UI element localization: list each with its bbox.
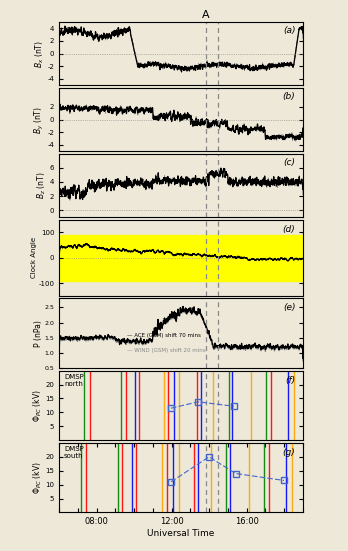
Y-axis label: $B_z$ (nT): $B_z$ (nT) [36, 172, 48, 199]
Y-axis label: $B_y$ (nT): $B_y$ (nT) [33, 106, 46, 133]
Y-axis label: Clock Angle: Clock Angle [31, 237, 37, 278]
Y-axis label: $\Phi_{PC}$ (kV): $\Phi_{PC}$ (kV) [31, 389, 44, 422]
Text: DMSP
south: DMSP south [64, 446, 84, 460]
Text: A: A [201, 9, 209, 19]
Y-axis label: $B_x$ (nT): $B_x$ (nT) [33, 40, 46, 68]
Text: — ACE (GSM) shift 70 mins: — ACE (GSM) shift 70 mins [127, 333, 201, 338]
X-axis label: Universal Time: Universal Time [147, 529, 215, 538]
Y-axis label: P (nPa): P (nPa) [34, 320, 43, 347]
Text: (e): (e) [283, 303, 295, 312]
Text: (d): (d) [283, 225, 295, 234]
Text: (a): (a) [283, 26, 295, 35]
Text: DMSP
north: DMSP north [64, 374, 84, 387]
Text: (g): (g) [283, 448, 295, 457]
Text: (b): (b) [283, 93, 295, 101]
Text: (c): (c) [284, 158, 295, 168]
Y-axis label: $\Phi_{PC}$ (kV): $\Phi_{PC}$ (kV) [31, 461, 44, 494]
Text: (f): (f) [285, 376, 295, 385]
Text: — WIND (GSM) shift 20 mins: — WIND (GSM) shift 20 mins [127, 348, 206, 353]
